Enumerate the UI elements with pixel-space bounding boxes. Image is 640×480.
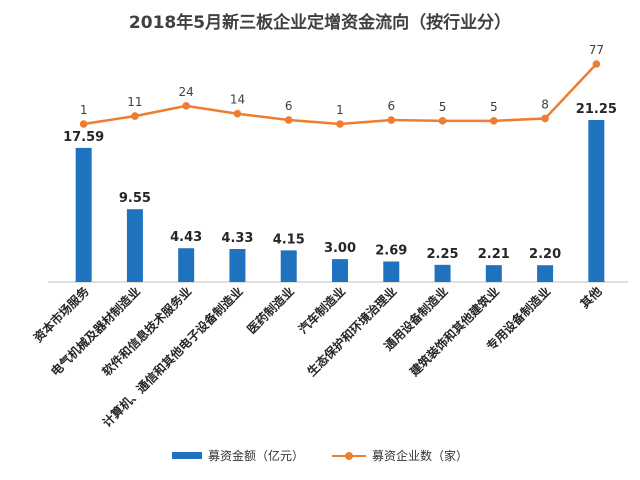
line-value-label: 77 <box>589 43 604 57</box>
bar-value-label: 3.00 <box>324 241 356 256</box>
line-point <box>182 102 190 110</box>
bar <box>126 209 143 282</box>
line-point <box>490 117 498 125</box>
bar-value-label: 2.25 <box>427 247 459 262</box>
bar <box>485 265 502 282</box>
bar <box>537 265 554 282</box>
bar <box>280 250 297 282</box>
line-value-label: 5 <box>439 100 447 114</box>
line-value-label: 1 <box>80 103 88 117</box>
bar <box>332 259 348 282</box>
line-point <box>336 120 344 128</box>
line-point <box>79 120 88 128</box>
x-tick-label: 生态保护和环境治理业 <box>304 284 399 379</box>
line-value-label: 5 <box>490 100 498 114</box>
bar-value-label: 4.15 <box>273 232 305 247</box>
x-tick-label: 汽车制造业 <box>295 284 348 337</box>
line-point <box>438 117 447 125</box>
bar <box>383 261 400 282</box>
x-tick-label: 软件和信息技术服务业 <box>99 284 194 379</box>
line-point <box>592 60 601 68</box>
legend-item-count: 募资企业数（家） <box>332 447 468 464</box>
bar-value-label: 2.21 <box>478 247 510 262</box>
x-tick-label: 医药制造业 <box>244 284 297 337</box>
line-point <box>131 112 139 120</box>
bar-value-label: 4.43 <box>170 230 202 245</box>
line-value-label: 1 <box>336 103 344 117</box>
bar <box>229 248 246 282</box>
legend-line-marker <box>345 451 353 460</box>
legend-line-swatch <box>332 451 366 460</box>
bar <box>75 147 92 282</box>
bar <box>588 120 605 282</box>
bar-value-label: 17.59 <box>63 130 104 145</box>
line-value-label: 8 <box>541 97 549 111</box>
line-value-label: 14 <box>230 93 245 107</box>
legend-label-amount: 募资金额（亿元） <box>207 449 304 463</box>
bar-value-label: 4.33 <box>221 231 253 246</box>
chart-legend: 募资金额（亿元） 募资企业数（家） <box>0 447 640 464</box>
legend-item-amount: 募资金额（亿元） <box>171 447 304 464</box>
legend-label-count: 募资企业数（家） <box>372 449 469 463</box>
bar-value-label: 9.55 <box>119 191 151 206</box>
line-point <box>233 109 242 118</box>
bar <box>178 248 195 282</box>
line-value-label: 11 <box>127 95 142 109</box>
x-tick-label: 电气机械及器材制造业 <box>48 284 143 379</box>
bar-value-label: 21.25 <box>576 102 617 117</box>
line-value-label: 6 <box>387 99 395 113</box>
x-tick-label: 其他 <box>577 284 605 312</box>
line-value-label: 24 <box>179 85 194 99</box>
line-value-label: 6 <box>285 99 293 113</box>
bar <box>434 264 451 282</box>
line-point <box>387 116 396 124</box>
x-tick-label: 建筑装饰和其他建筑业 <box>406 284 502 380</box>
chart-title: 2018年5月新三板企业定增资金流向（按行业分） <box>128 13 512 33</box>
bar-value-label: 2.69 <box>375 243 407 258</box>
legend-bar-swatch <box>171 452 202 459</box>
bar-value-label: 2.20 <box>529 247 561 262</box>
line-point <box>541 114 549 123</box>
line-point <box>284 116 293 124</box>
